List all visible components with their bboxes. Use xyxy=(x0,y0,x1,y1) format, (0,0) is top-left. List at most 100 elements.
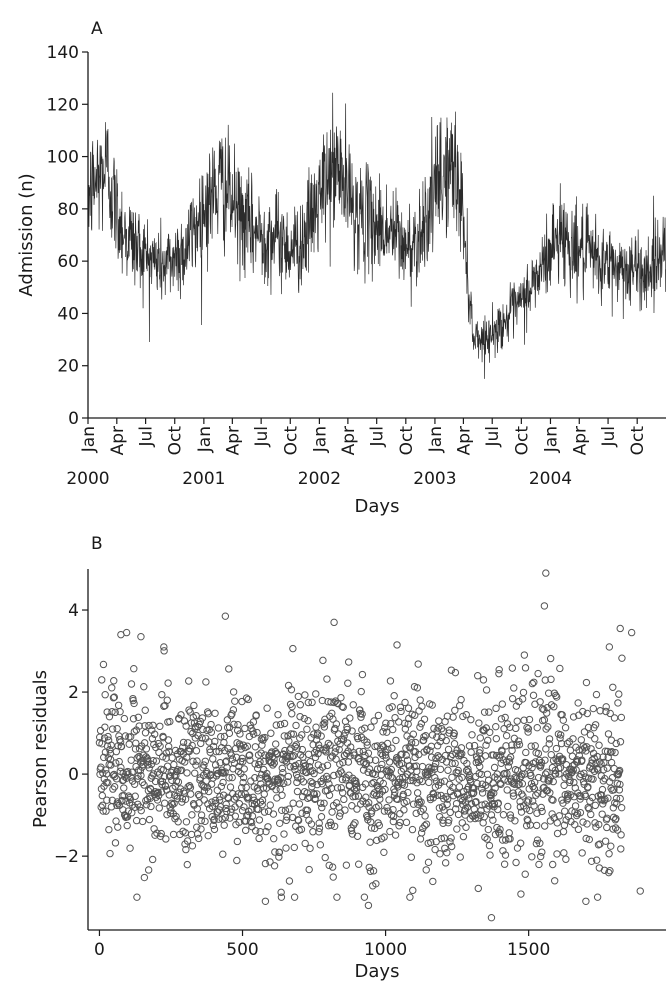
panel-b-point xyxy=(127,680,136,688)
panel-b-point xyxy=(221,768,229,776)
panel-b-point xyxy=(443,795,452,803)
panel-b-point xyxy=(562,855,570,863)
panel-b-point xyxy=(551,770,560,778)
panel-b-y-tick-label: 0 xyxy=(68,765,79,785)
panel-b-point xyxy=(437,834,446,843)
panel-b-point xyxy=(330,698,338,707)
panel-b-point xyxy=(485,841,494,850)
panel-b-point xyxy=(349,821,358,829)
panel-b-point xyxy=(168,754,176,762)
panel-b-point xyxy=(538,807,546,816)
panel-b-point xyxy=(137,771,145,780)
panel-b-point xyxy=(205,738,213,746)
panel-b-point xyxy=(512,724,520,733)
panel-b-point xyxy=(208,813,216,821)
panel-b-point xyxy=(332,799,341,807)
panel-b-point xyxy=(215,815,223,823)
panel-b-point xyxy=(528,764,536,772)
panel-b-point xyxy=(448,759,456,768)
panel-b-point xyxy=(277,893,286,901)
panel-b-point xyxy=(261,859,270,868)
panel-b-point xyxy=(161,782,170,790)
panel-b-point xyxy=(253,728,261,737)
panel-a-x-tick-label: Jul xyxy=(483,426,503,448)
panel-b-x-tick-label: 1000 xyxy=(364,940,407,960)
panel-b-point xyxy=(220,821,228,829)
panel-b-point xyxy=(330,618,338,627)
panel-b-point xyxy=(215,806,224,814)
panel-b-point xyxy=(473,810,481,818)
panel-b-point xyxy=(126,733,135,741)
panel-b-point xyxy=(333,784,342,792)
panel-b-point xyxy=(482,686,491,694)
panel-b-point xyxy=(476,734,484,742)
panel-b-point xyxy=(591,801,600,810)
panel-b-point xyxy=(251,827,260,835)
panel-b-point xyxy=(568,752,577,760)
panel-b-point xyxy=(471,798,480,807)
panel-b-point xyxy=(514,737,523,745)
panel-b-point xyxy=(479,819,487,827)
panel-b-point xyxy=(131,745,140,753)
panel-b-point xyxy=(328,863,337,871)
panel-b-point xyxy=(419,805,428,813)
panel-b-point xyxy=(395,718,403,726)
panel-b-point xyxy=(595,741,603,749)
panel-b-point xyxy=(339,703,347,711)
panel-b-point xyxy=(391,831,400,839)
panel-b-point xyxy=(494,799,503,807)
panel-b-point xyxy=(281,806,290,815)
panel-b-point xyxy=(137,806,145,815)
panel-b-point xyxy=(504,762,513,771)
panel-b-point xyxy=(481,800,489,808)
panel-b-point xyxy=(508,664,517,672)
panel-b-point xyxy=(528,853,536,861)
panel-b-point xyxy=(513,741,521,749)
panel-b-point xyxy=(511,817,519,825)
panel-b-point xyxy=(308,698,316,707)
panel-b-point xyxy=(228,755,237,764)
panel-b-point xyxy=(127,773,135,781)
panel-a-x-tick-label: Oct xyxy=(166,426,186,456)
panel-a-x-ticks: Jan 2000 Apr Jul Oct Jan 2001 Apr Jul Oct Jan 2002 A… xyxy=(66,418,648,489)
panel-b-point xyxy=(261,733,269,742)
panel-b-point xyxy=(353,805,361,813)
panel-b-point xyxy=(382,767,391,776)
panel-b-point xyxy=(181,795,190,803)
panel-b-point xyxy=(331,697,340,705)
panel-b-point xyxy=(617,831,625,839)
panel-b-point xyxy=(408,825,417,834)
panel-b-point xyxy=(555,812,563,820)
panel-b-point xyxy=(322,744,331,752)
panel-b-point xyxy=(386,827,394,836)
panel-b-point xyxy=(297,825,306,834)
panel-b-point xyxy=(331,724,339,733)
panel-b-point xyxy=(522,748,530,757)
panel-b-point xyxy=(503,786,511,794)
panel-b-point xyxy=(109,785,117,793)
panel-b-point xyxy=(536,839,544,847)
panel-b-point xyxy=(329,873,337,881)
panel-b-point xyxy=(377,749,385,758)
panel-b-point xyxy=(492,722,500,731)
panel-b-point xyxy=(238,697,246,706)
panel-b-point xyxy=(616,794,624,803)
panel-b-point xyxy=(292,741,301,749)
panel-b-point xyxy=(142,753,150,761)
panel-b-point xyxy=(261,897,270,905)
panel-b-point xyxy=(530,778,539,787)
panel-b-point xyxy=(100,734,109,742)
panel-b-point xyxy=(421,821,429,830)
panel-b-point xyxy=(515,697,523,706)
panel-b-point xyxy=(584,783,592,791)
panel-b-point xyxy=(448,773,456,781)
panel-b-point xyxy=(96,726,105,735)
panel-b-point xyxy=(368,779,376,788)
panel-b-point xyxy=(489,816,497,824)
panel-b-point xyxy=(552,744,561,753)
panel-b-point xyxy=(510,684,518,692)
panel-b-point xyxy=(335,812,344,820)
panel-b-point xyxy=(237,783,246,792)
panel-b-point xyxy=(235,818,243,826)
panel-b-point xyxy=(244,695,252,704)
